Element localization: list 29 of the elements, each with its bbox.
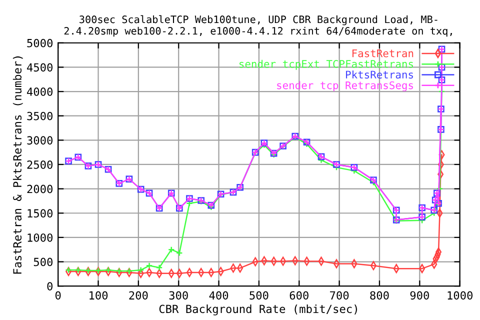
legend-label: PktsRetrans xyxy=(346,70,413,79)
chart-title: 300sec ScalableTCP Web100tune, UDP CBR Background Load, MB- 2.4.20smp web100-2.2.1, e1000-4.4.12 rxint 64/64moderate on txq, xyxy=(64,15,452,37)
y-tick-label: 2000 xyxy=(27,184,52,194)
x-tick-label: 300 xyxy=(169,291,188,300)
legend-label: FastRetran xyxy=(352,50,414,58)
x-tick-label: 400 xyxy=(209,291,228,300)
y-tick-label: 2500 xyxy=(27,160,52,169)
legend-label: sender tcp RetransSegs xyxy=(277,81,413,92)
y-tick-label: 3500 xyxy=(27,112,52,120)
x-tick-label: 700 xyxy=(330,291,349,300)
x-axis-title: CBR Background Rate (mbit/sec) xyxy=(159,304,357,316)
x-tick-label: 600 xyxy=(290,291,308,300)
y-tick-label: 0 xyxy=(47,282,52,290)
y-tick-label: 500 xyxy=(34,258,52,266)
x-tick-label: 0 xyxy=(55,291,61,300)
x-tick-label: 200 xyxy=(129,291,148,300)
y-axis-title: FastRetran & PktsRetrans (number) xyxy=(12,56,23,274)
y-tick-label: 1500 xyxy=(28,209,52,218)
y-tick-label: 3000 xyxy=(27,136,52,145)
y-tick-label: 4500 xyxy=(27,63,52,72)
y-tick-label: 4000 xyxy=(27,88,52,96)
x-tick-label: 800 xyxy=(370,291,389,300)
x-tick-label: 900 xyxy=(410,291,429,300)
y-tick-label: 5000 xyxy=(27,38,52,48)
x-tick-label: 100 xyxy=(90,291,108,300)
x-tick-label: 500 xyxy=(250,291,268,300)
legend-label: sender tcpExt TCPFastRetrans xyxy=(240,60,413,70)
y-tick-label: 1000 xyxy=(28,233,52,242)
x-tick-label: 1000 xyxy=(448,291,472,300)
